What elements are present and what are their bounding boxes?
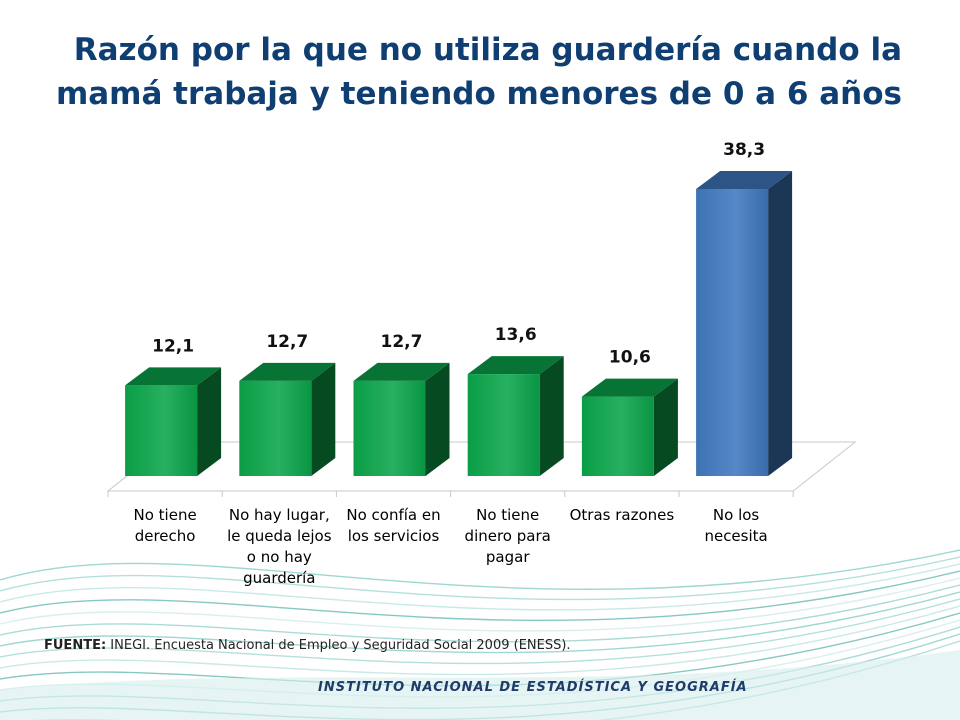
x-tick-label: No tiene dinero para pagar <box>464 506 551 566</box>
bar-top <box>239 362 336 381</box>
bar <box>581 378 678 476</box>
bar-side <box>311 362 336 476</box>
wave-line <box>0 605 960 676</box>
value-labels: 12,1 12,7 12,7 13,6 10,6 38,3 <box>152 140 765 368</box>
institution-footer: INSTITUTO NACIONAL DE ESTADÍSTICA Y GEOG… <box>318 680 748 695</box>
bar <box>125 367 222 476</box>
x-tick-label: No hay lugar, le queda lejos o no hay gu… <box>227 506 332 587</box>
wave-line <box>0 563 960 611</box>
chart-title: Razón por la que no utiliza guardería cu… <box>55 32 902 112</box>
wave-line <box>0 584 960 643</box>
x-tick-label: No tiene derecho <box>133 506 197 545</box>
bar <box>353 362 450 476</box>
bar-top <box>125 367 222 386</box>
source-note: FUENTE: INEGI. Encuesta Nacional de Empl… <box>44 638 571 653</box>
bar-top <box>353 362 450 381</box>
bar <box>239 362 336 476</box>
bar-side <box>425 362 450 476</box>
bar-side <box>653 378 678 476</box>
bar <box>467 356 564 476</box>
source-text: INEGI. Encuesta Nacional de Empleo y Seg… <box>110 638 571 653</box>
data-label: 10,6 <box>609 348 651 368</box>
wave-line <box>0 556 960 601</box>
bar-side <box>539 356 564 476</box>
data-label: 12,1 <box>152 336 194 356</box>
data-label: 12,7 <box>266 332 308 352</box>
bar-front <box>581 396 654 476</box>
bar-side <box>768 171 793 476</box>
wave-line <box>0 549 960 590</box>
bar-front <box>125 385 198 476</box>
data-label: 12,7 <box>381 332 423 352</box>
wave-line <box>0 577 960 632</box>
bar-front <box>353 380 426 476</box>
bar-top <box>696 171 793 189</box>
bar-front <box>467 374 540 476</box>
bar-front <box>239 380 312 476</box>
x-tick-label: No los necesita <box>704 506 768 545</box>
data-label: 38,3 <box>723 140 765 160</box>
wave-line <box>0 570 960 622</box>
wave-line <box>0 591 960 654</box>
wave-fill <box>0 650 960 720</box>
wave-line <box>0 598 960 665</box>
bar-top <box>581 378 678 397</box>
bar-front <box>696 189 769 476</box>
bar-side <box>197 367 222 476</box>
source-prefix: FUENTE: <box>44 638 107 653</box>
bar-top <box>467 356 564 375</box>
bars <box>125 171 793 476</box>
bar <box>696 171 793 476</box>
x-tick-label: No confía en los servicios <box>346 506 441 545</box>
x-tick-label: Otras razones <box>569 506 675 524</box>
data-label: 13,6 <box>495 325 537 345</box>
